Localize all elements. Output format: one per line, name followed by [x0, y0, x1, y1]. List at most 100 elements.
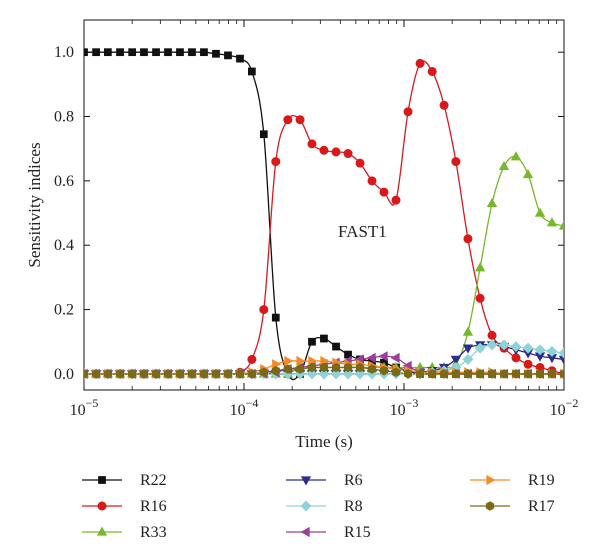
data-point-r22: [140, 48, 148, 57]
data-point-r17: [199, 369, 209, 379]
data-point-r17: [211, 369, 221, 379]
data-point-r6: [558, 355, 564, 365]
data-point-r16: [331, 147, 341, 157]
data-point-r22: [332, 342, 340, 351]
data-point-r17: [415, 369, 425, 379]
x-axis-title: Time (s): [295, 432, 352, 451]
data-point-r16: [487, 330, 497, 340]
data-point-r17: [463, 369, 473, 379]
legend-marker: [485, 501, 495, 511]
x-tick-label: 10−4: [230, 396, 259, 419]
data-point-r17: [559, 369, 564, 379]
data-point-r8: [306, 368, 318, 380]
data-point-r17: [379, 365, 389, 376]
data-point-r6: [450, 355, 462, 365]
data-point-r17: [163, 369, 173, 379]
legend-label: R6: [344, 472, 363, 489]
data-point-r22: [116, 48, 124, 57]
data-point-r33: [558, 220, 564, 230]
data-point-r16: [451, 157, 461, 167]
data-point-r22: [92, 48, 100, 57]
legend-label: R19: [528, 472, 555, 489]
data-point-r8: [342, 368, 354, 380]
data-point-r17: [487, 369, 497, 379]
data-point-r33: [522, 168, 534, 179]
legend-item-r15: R15: [286, 524, 371, 541]
data-point-r22: [236, 54, 244, 63]
chart-annotation: FAST1: [338, 222, 387, 241]
data-point-r16: [247, 354, 257, 364]
legend: R22 R16 R33 R6 R8 R15 R19 R17: [82, 472, 555, 541]
legend-item-r16: R16: [82, 498, 167, 515]
data-point-r16: [319, 145, 329, 155]
y-tick-label: 0.0: [54, 366, 74, 383]
data-point-r16: [427, 66, 437, 76]
legend-label: R33: [140, 524, 167, 541]
data-point-r8: [498, 339, 510, 351]
data-point-r16: [439, 100, 449, 110]
y-axis: 0.0 0.2 0.4 0.6 0.8 1.0: [54, 44, 564, 383]
y-tick-label: 0.4: [54, 237, 74, 254]
data-point-r17: [451, 369, 461, 379]
x-tick-label: 10−2: [550, 396, 579, 419]
data-point-r17: [547, 369, 557, 379]
series-line-r16: [84, 60, 564, 375]
data-point-r16: [355, 158, 365, 168]
data-point-r17: [355, 362, 365, 373]
data-point-r16: [379, 187, 389, 197]
data-point-r8: [462, 353, 474, 365]
data-point-r17: [115, 369, 125, 379]
data-point-r8: [474, 342, 486, 354]
plot-frame: [83, 19, 565, 391]
data-point-r16: [307, 139, 317, 149]
data-point-r8: [366, 368, 378, 380]
data-point-r8: [330, 368, 342, 380]
data-point-r16: [367, 176, 377, 186]
data-point-r22: [259, 130, 268, 139]
data-point-r17: [475, 369, 485, 379]
data-point-r33: [486, 197, 498, 208]
data-point-r17: [295, 364, 305, 374]
legend-label: R8: [344, 498, 363, 515]
data-point-r22: [248, 67, 256, 76]
data-point-r22: [176, 48, 184, 57]
y-tick-label: 0.6: [54, 173, 74, 190]
data-point-r17: [91, 369, 101, 379]
data-point-r8: [546, 345, 558, 357]
data-point-r33: [546, 217, 558, 227]
data-point-r17: [439, 369, 449, 379]
legend-label: R16: [140, 498, 167, 515]
data-point-r17: [523, 369, 533, 379]
data-point-r22: [224, 51, 232, 60]
legend-marker: [486, 474, 496, 486]
legend-label: R17: [528, 498, 555, 515]
data-point-r17: [391, 367, 401, 378]
legend-marker: [96, 526, 108, 536]
data-point-r17: [151, 369, 161, 379]
data-point-r33: [534, 207, 546, 217]
data-point-r16: [283, 115, 293, 125]
data-point-r22: [164, 48, 172, 57]
data-point-r17: [271, 365, 280, 376]
data-point-r22: [104, 48, 112, 57]
data-point-r17: [235, 369, 245, 379]
data-point-r22: [84, 48, 88, 57]
data-point-r17: [511, 369, 521, 379]
legend-marker: [300, 526, 310, 538]
legend-item-r19: R19: [470, 472, 555, 489]
series-lines: [84, 51, 564, 381]
legend-item-r33: R33: [82, 524, 167, 541]
data-point-r17: [223, 369, 233, 379]
y-tick-label: 1.0: [54, 44, 74, 61]
data-point-r8: [558, 347, 564, 359]
data-point-r17: [175, 369, 185, 379]
data-point-r22: [271, 313, 280, 322]
data-point-r8: [354, 368, 366, 380]
data-point-r8: [534, 344, 546, 356]
data-point-r16: [463, 234, 473, 244]
series-line-r22: [84, 51, 564, 381]
data-point-r16: [475, 293, 485, 303]
data-point-r17: [187, 369, 197, 379]
legend-label: R15: [344, 524, 371, 541]
